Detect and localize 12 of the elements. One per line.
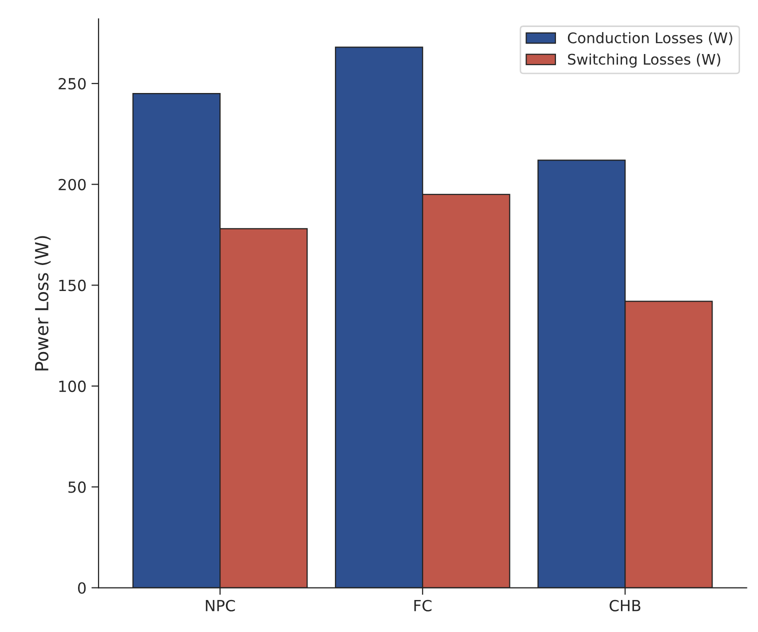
y-tick-label: 250 [58,78,86,90]
y-tick-label: 0 [78,582,86,594]
legend-label: Conduction Losses (W) [568,32,732,46]
y-tick-label: 200 [58,178,86,190]
legend-label: Switching Losses (W) [568,53,720,68]
y-axis-title: Power Loss (W) [34,236,51,370]
y-tick-label: 100 [59,380,86,392]
y-tick-label: 150 [59,280,86,292]
y-tick-label: 50 [68,481,86,493]
x-tick-label: NPC [206,600,235,612]
x-tick-label: CHB [610,600,640,612]
x-tick-label: FC [414,600,432,612]
